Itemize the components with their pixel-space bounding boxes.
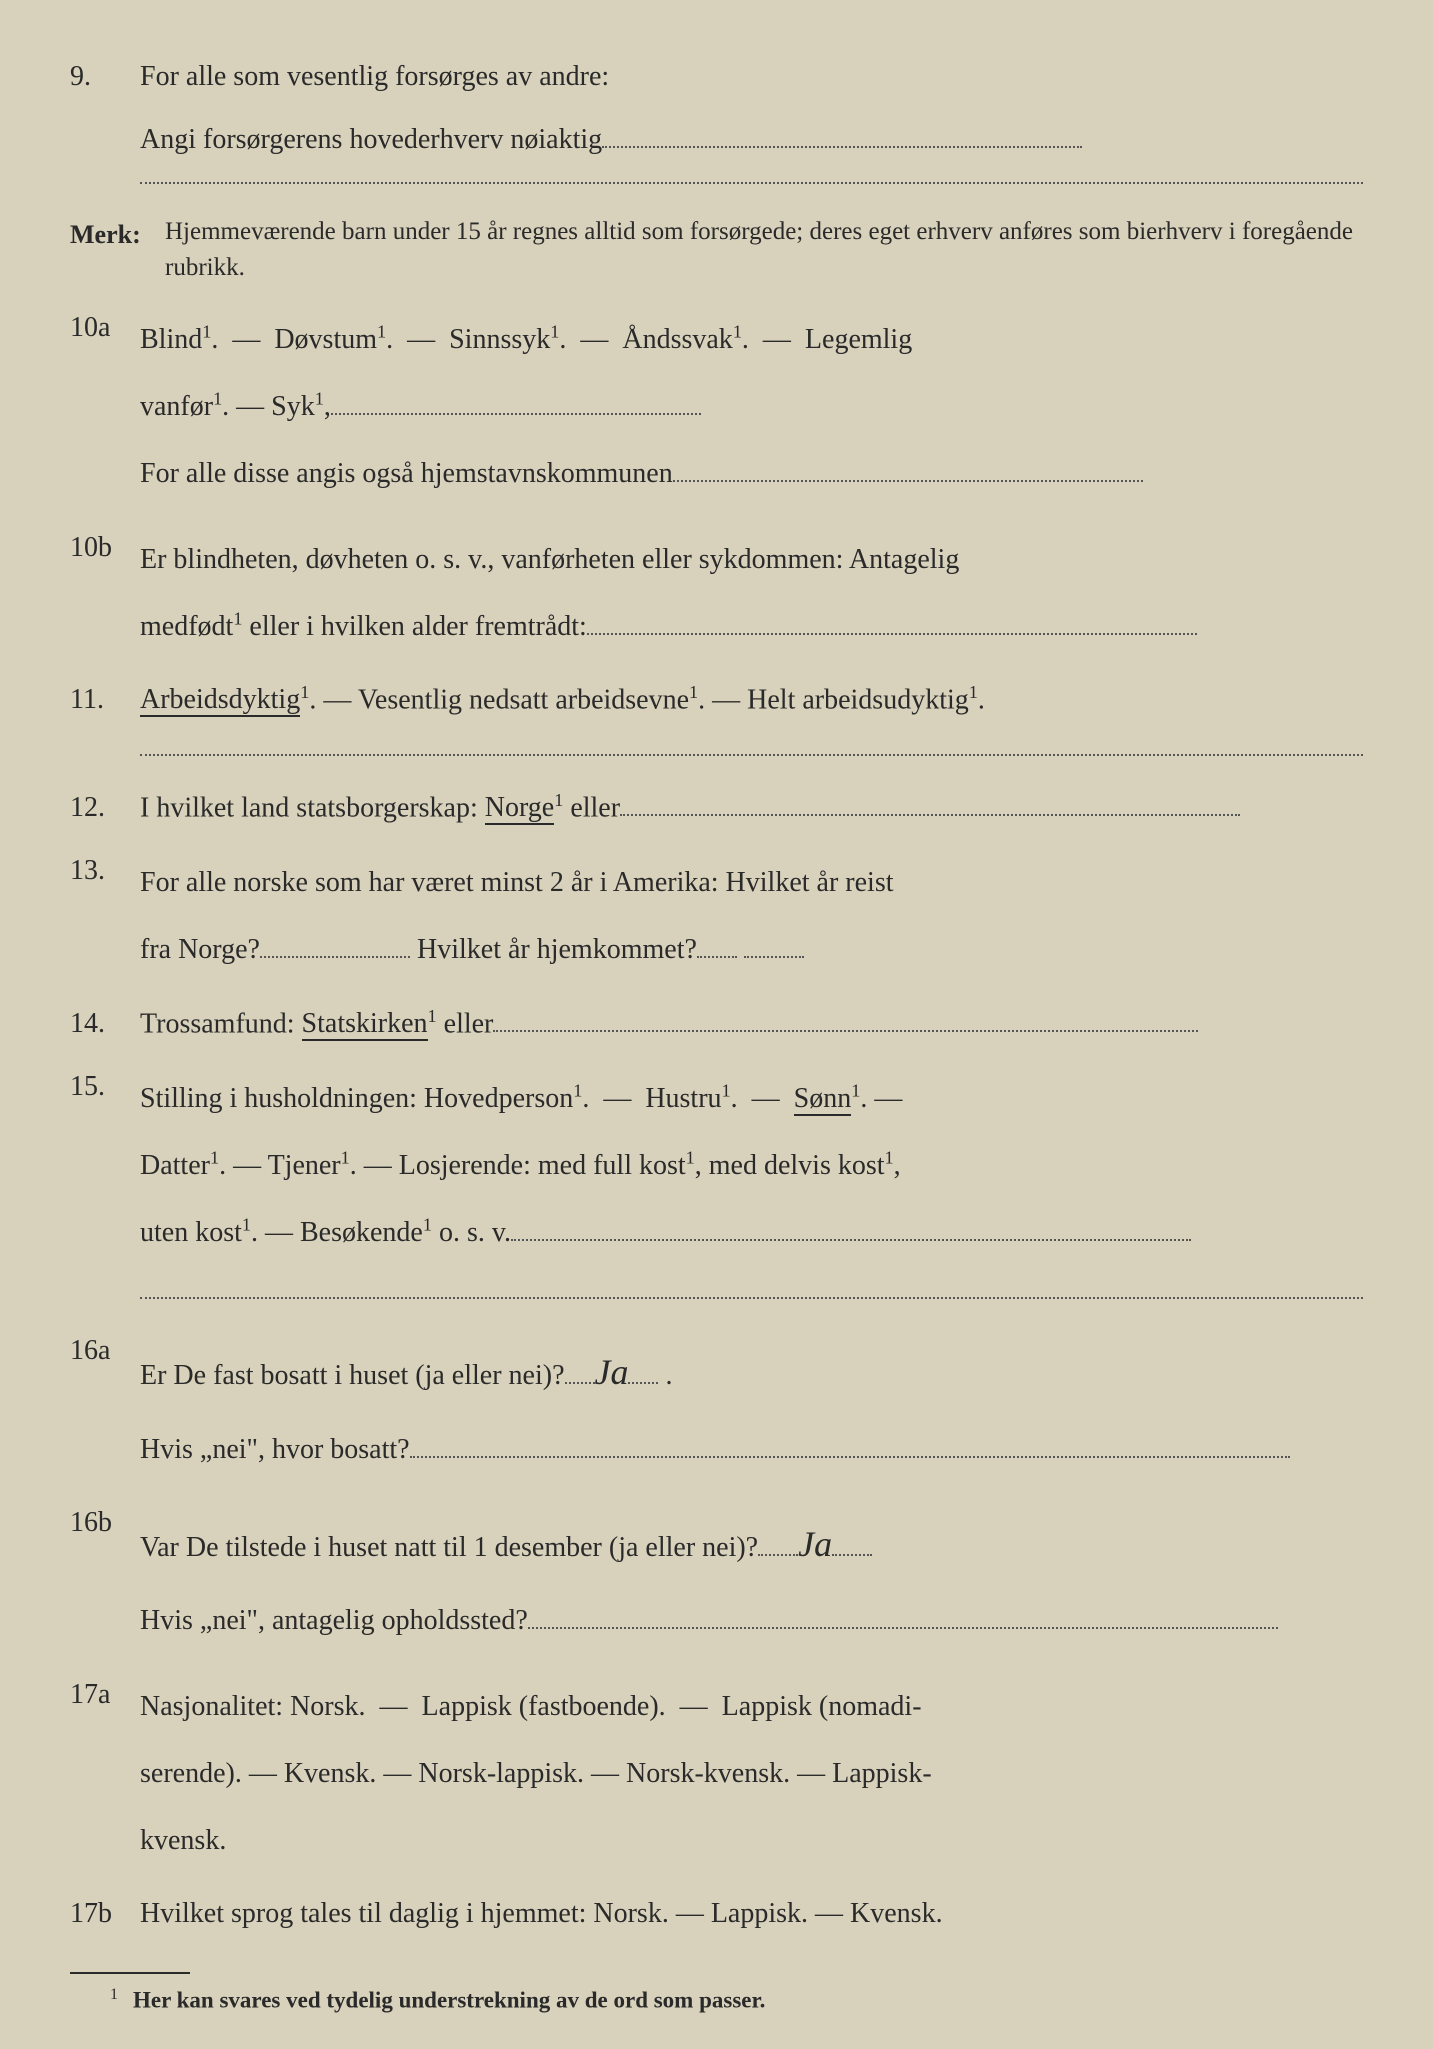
q15-content: Stilling i husholdningen: Hovedperson1. … bbox=[140, 1065, 1363, 1267]
fill-line bbox=[602, 146, 1082, 148]
q9-number: 9. bbox=[70, 55, 140, 100]
q14-content: Trossamfund: Statskirken1 eller bbox=[140, 1002, 1363, 1047]
q10b-number: 10b bbox=[70, 526, 140, 571]
footnote-rule bbox=[70, 1972, 190, 1974]
q16a-content: Er De fast bosatt i huset (ja eller nei)… bbox=[140, 1329, 1363, 1483]
q11-content: Arbeidsdyktig1. — Vesentlig nedsatt arbe… bbox=[140, 678, 1363, 723]
fill-line bbox=[832, 1554, 872, 1556]
footnote-text: Her kan svares ved tydelig understreknin… bbox=[133, 1988, 765, 2013]
fill-line bbox=[758, 1554, 798, 1556]
q15-number: 15. bbox=[70, 1065, 140, 1110]
question-10a: 10a Blind1. — Døvstum1. — Sinnssyk1. — Å… bbox=[70, 306, 1363, 508]
q11-number: 11. bbox=[70, 678, 140, 723]
fill-line bbox=[673, 480, 1143, 482]
question-16a: 16a Er De fast bosatt i huset (ja eller … bbox=[70, 1329, 1363, 1483]
fill-line bbox=[628, 1382, 658, 1384]
fill-line bbox=[697, 956, 737, 958]
q13-content: For alle norske som har været minst 2 år… bbox=[140, 849, 1363, 983]
question-17a: 17a Nasjonalitet: Norsk. — Lappisk (fast… bbox=[70, 1673, 1363, 1875]
q10a-content: Blind1. — Døvstum1. — Sinnssyk1. — Åndss… bbox=[140, 306, 1363, 508]
census-form-page: 9. For alle som vesentlig forsørges av a… bbox=[0, 0, 1433, 2049]
fill-line bbox=[744, 956, 804, 958]
q17a-content: Nasjonalitet: Norsk. — Lappisk (fastboen… bbox=[140, 1673, 1363, 1875]
q10a-number: 10a bbox=[70, 306, 140, 351]
fill-line bbox=[528, 1627, 1278, 1629]
question-13: 13. For alle norske som har været minst … bbox=[70, 849, 1363, 983]
handwritten-answer: Ja bbox=[798, 1501, 832, 1587]
fill-line bbox=[140, 181, 1363, 184]
fill-line bbox=[493, 1030, 1198, 1032]
q16b-number: 16b bbox=[70, 1501, 140, 1546]
section-divider bbox=[140, 1296, 1363, 1299]
q17a-number: 17a bbox=[70, 1673, 140, 1718]
q12-number: 12. bbox=[70, 786, 140, 831]
question-12: 12. I hvilket land statsborgerskap: Norg… bbox=[70, 786, 1363, 831]
question-16b: 16b Var De tilstede i huset natt til 1 d… bbox=[70, 1501, 1363, 1655]
merk-label: Merk: bbox=[70, 214, 165, 256]
q17b-content: Hvilket sprog tales til daglig i hjemmet… bbox=[140, 1892, 1363, 1937]
q12-content: I hvilket land statsborgerskap: Norge1 e… bbox=[140, 786, 1363, 831]
question-11: 11. Arbeidsdyktig1. — Vesentlig nedsatt … bbox=[70, 678, 1363, 723]
fill-line bbox=[260, 956, 410, 958]
fill-line bbox=[331, 413, 701, 415]
question-9: 9. For alle som vesentlig forsørges av a… bbox=[70, 55, 1363, 100]
q16b-content: Var De tilstede i huset natt til 1 desem… bbox=[140, 1501, 1363, 1655]
q9-line2: Angi forsørgerens hovederhverv nøiaktig bbox=[140, 118, 1363, 163]
fill-line bbox=[410, 1456, 1290, 1458]
footnote: 1 Her kan svares ved tydelig understrekni… bbox=[70, 1982, 1363, 2019]
q9-line1: For alle som vesentlig forsørges av andr… bbox=[140, 55, 1363, 100]
fill-line bbox=[565, 1382, 595, 1384]
section-divider bbox=[140, 753, 1363, 756]
question-17b: 17b Hvilket sprog tales til daglig i hje… bbox=[70, 1892, 1363, 1937]
q13-number: 13. bbox=[70, 849, 140, 894]
footnote-num: 1 bbox=[110, 1986, 118, 2003]
q16a-number: 16a bbox=[70, 1329, 140, 1374]
q10b-content: Er blindheten, døvheten o. s. v., vanfør… bbox=[140, 526, 1363, 660]
fill-line bbox=[587, 633, 1197, 635]
q14-number: 14. bbox=[70, 1002, 140, 1047]
question-15: 15. Stilling i husholdningen: Hovedperso… bbox=[70, 1065, 1363, 1267]
fill-line bbox=[620, 814, 1240, 816]
q17b-number: 17b bbox=[70, 1892, 140, 1937]
question-10b: 10b Er blindheten, døvheten o. s. v., va… bbox=[70, 526, 1363, 660]
fill-line bbox=[511, 1239, 1191, 1241]
merk-note: Merk: Hjemmeværende barn under 15 år reg… bbox=[70, 214, 1363, 287]
question-14: 14. Trossamfund: Statskirken1 eller bbox=[70, 1002, 1363, 1047]
handwritten-answer: Ja bbox=[595, 1329, 629, 1415]
merk-text: Hjemmeværende barn under 15 år regnes al… bbox=[165, 214, 1363, 287]
